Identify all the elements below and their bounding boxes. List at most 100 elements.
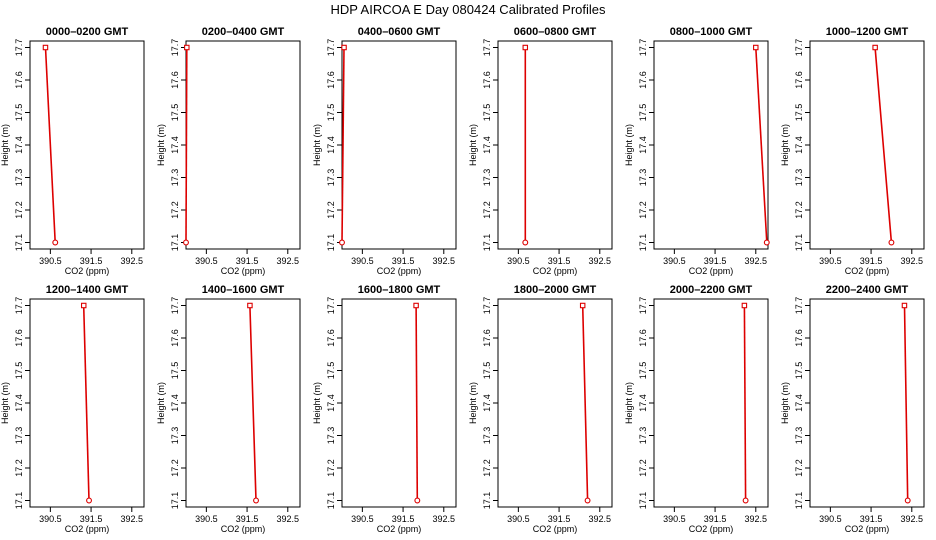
y-tick-label: 17.6 [170,71,180,89]
x-tick-label: 391.5 [392,256,415,266]
y-tick-label: 17.3 [482,169,492,187]
profile-line [903,305,909,501]
profile-panel: 1600–1800 GMT 390.5 391.5 392.5 17.1 17.2 17.3… [312,284,457,534]
x-tick-label: 391.5 [704,514,727,524]
y-tick-label: 17.5 [170,362,180,380]
data-point [86,497,92,504]
panel-title: 0600–0800 GMT [514,26,597,38]
profile-panel: 1400–1600 GMT 390.5 391.5 392.5 17.1 17.2 17.3… [156,284,301,534]
y-tick-label: 17.6 [14,71,24,89]
data-point [888,239,895,246]
x-tick-label: 391.5 [860,514,883,524]
y-tick-label: 17.2 [794,201,804,219]
x-axis-label: CO2 (ppm) [377,266,422,276]
x-axis-label: CO2 (ppm) [65,524,110,534]
plot-frame [653,40,769,250]
y-tick-label: 17.5 [794,362,804,380]
y-tick-label: 17.4 [326,136,336,154]
plot-frame [185,40,301,250]
plot-frame [809,40,925,250]
y-tick-label: 17.7 [170,297,180,315]
x-tick-label: 392.5 [121,514,144,524]
profile-panel: 1000–1200 GMT 390.5 391.5 392.5 17.1 17.2 17.3… [780,26,925,276]
panel-title: 2200–2400 GMT [826,284,909,296]
y-tick-label: 17.6 [794,329,804,347]
y-tick-label: 17.6 [638,71,648,89]
x-tick-label: 392.5 [745,256,768,266]
y-tick-label: 17.4 [638,136,648,154]
data-point [901,302,908,309]
x-tick-label: 390.5 [195,514,218,524]
y-tick-label: 17.2 [14,201,24,219]
x-tick-label: 391.5 [392,514,415,524]
x-axis-label: CO2 (ppm) [845,266,890,276]
y-tick-label: 17.4 [170,394,180,412]
y-tick-label: 17.2 [794,459,804,477]
y-tick-label: 17.3 [14,427,24,445]
x-axis-label: CO2 (ppm) [533,266,578,276]
y-tick-label: 17.3 [794,169,804,187]
x-axis-label: CO2 (ppm) [845,524,890,534]
data-point [753,44,759,51]
y-axis-label: Height (m) [468,124,478,166]
figure-title: HDP AIRCOA E Day 080424 Calibrated Profi… [330,2,606,17]
profile-panel: 0000–0200 GMT 390.5 391.5 392.5 17.1 17.2 17.3… [0,26,145,276]
y-tick-label: 17.3 [482,427,492,445]
y-tick-label: 17.4 [482,136,492,154]
data-point [253,497,259,504]
x-tick-label: 390.5 [663,256,686,266]
y-tick-label: 17.1 [638,492,648,510]
y-tick-label: 17.7 [482,297,492,315]
y-tick-label: 17.3 [638,427,648,445]
x-tick-label: 391.5 [236,256,259,266]
y-tick-label: 17.7 [14,39,24,57]
profile-line [44,47,56,243]
panel-title: 1000–1200 GMT [826,26,909,38]
y-tick-label: 17.2 [482,459,492,477]
profile-line [755,47,768,243]
x-tick-label: 390.5 [195,256,218,266]
y-tick-label: 17.6 [794,71,804,89]
y-axis-label: Height (m) [780,382,790,424]
y-axis-label: Height (m) [0,124,10,166]
y-tick-label: 17.7 [170,39,180,57]
plot-frame [341,40,457,250]
y-tick-label: 17.1 [638,234,648,252]
x-tick-label: 391.5 [80,256,103,266]
x-axis-label: CO2 (ppm) [65,266,110,276]
x-tick-label: 390.5 [819,514,842,524]
profile-line [185,47,188,243]
y-axis-label: Height (m) [624,124,634,166]
y-tick-label: 17.1 [482,234,492,252]
y-tick-label: 17.1 [14,234,24,252]
y-tick-label: 17.7 [638,39,648,57]
profile-line [249,305,257,501]
y-tick-label: 17.3 [638,169,648,187]
data-point [522,44,529,51]
data-point [579,302,586,309]
data-point [522,239,529,246]
data-point [414,497,421,504]
y-tick-label: 17.2 [638,459,648,477]
x-axis-label: CO2 (ppm) [377,524,422,534]
data-point [584,497,591,504]
x-tick-label: 391.5 [236,514,259,524]
y-tick-label: 17.2 [638,201,648,219]
plot-frame [497,298,613,508]
y-tick-label: 17.3 [326,427,336,445]
x-tick-label: 391.5 [80,514,103,524]
y-tick-label: 17.4 [170,136,180,154]
plot-frame [185,298,301,508]
profile-line [341,47,345,243]
panel-title: 0800–1000 GMT [670,26,753,38]
plot-frame [497,40,613,250]
profile-panel: 2200–2400 GMT 390.5 391.5 392.5 17.1 17.2 17.3… [780,284,925,534]
y-tick-label: 17.7 [794,39,804,57]
y-tick-label: 17.4 [14,394,24,412]
y-tick-label: 17.2 [170,459,180,477]
panel-title: 2000–2200 GMT [670,284,753,296]
y-tick-label: 17.1 [794,234,804,252]
data-point [904,497,911,504]
panel-title: 1600–1800 GMT [358,284,441,296]
panel-title: 1400–1600 GMT [202,284,285,296]
